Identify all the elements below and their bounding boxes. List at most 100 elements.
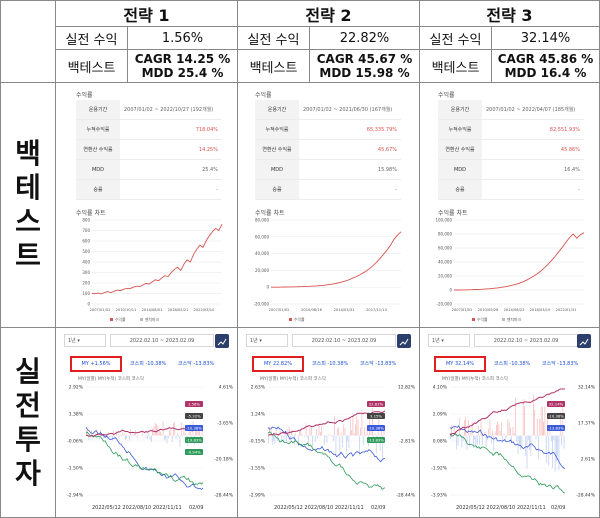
right-axis-label: -3.65%	[217, 421, 234, 427]
daily-return-bar	[320, 432, 321, 436]
daily-return-bar	[475, 435, 477, 448]
cagr-value: CAGR 45.86 %	[497, 52, 594, 66]
daily-return-bar	[140, 435, 142, 437]
backtest-stat-value: -	[578, 186, 580, 193]
live-screenshot-3: 1년 ▾ 2022.02.10 ~ 2023.02.09 MY 32.14% 코스피 …	[424, 331, 597, 515]
kospi-return: 코스피 -10.38%	[494, 361, 531, 367]
daily-return-bar	[318, 424, 320, 436]
period-select[interactable]: 1년 ▾	[246, 334, 288, 347]
backtest-stat-key: MDD	[76, 160, 120, 179]
left-axis-label: -2.94%	[67, 493, 84, 499]
daily-return-bar	[544, 406, 546, 436]
backtest-stat-row: 누적수익률 82,551.93%	[438, 120, 584, 140]
backtest-stat-value: 2007/01/02 ~ 2022/10/27 (192개월)	[124, 107, 214, 113]
daily-return-bar	[548, 435, 550, 466]
daily-return-bar	[529, 435, 530, 451]
daily-return-bar	[281, 435, 282, 442]
daily-return-bar	[494, 431, 496, 436]
left-axis-label: -1.92%	[431, 466, 448, 472]
daily-return-bar	[330, 435, 332, 436]
daily-return-bar	[473, 435, 474, 449]
daily-return-bar	[147, 435, 148, 439]
table-rule	[309, 26, 310, 82]
kosdaq-return: 코스닥 -13.83%	[360, 361, 397, 367]
daily-return-bar	[166, 435, 168, 444]
daily-return-bar	[521, 435, 523, 446]
daily-return-bar	[131, 435, 133, 437]
daily-return-bar	[553, 435, 555, 441]
x-axis-end-label: 02/09	[189, 505, 204, 511]
kosdaq-line	[449, 433, 566, 494]
backtest-stat-row: 연환산 수익률 45.67%	[255, 140, 401, 160]
daily-return-bar	[274, 435, 276, 444]
table-rule	[55, 49, 600, 50]
daily-return-bar	[372, 408, 373, 436]
daily-return-bar	[158, 428, 160, 436]
daily-return-bar	[92, 435, 94, 440]
daily-return-bar	[144, 435, 146, 437]
chart-toggle-button[interactable]	[397, 334, 411, 348]
x-tick-label: 2010/10/11	[116, 308, 137, 312]
daily-return-bar	[513, 433, 515, 436]
daily-return-bar	[299, 430, 300, 436]
daily-return-bar	[522, 399, 524, 436]
daily-return-bar	[110, 435, 112, 438]
legend-swatch	[472, 318, 475, 321]
daily-return-bar	[314, 435, 316, 442]
date-range-field[interactable]: 2022.02.10 ~ 2023.02.09	[110, 334, 214, 347]
daily-return-bar	[479, 435, 481, 445]
date-range-field[interactable]: 2022.02.10 ~ 2023.02.09	[292, 334, 396, 347]
cagr-value: CAGR 14.25 %	[134, 52, 231, 66]
daily-return-bar	[562, 403, 564, 436]
period-select[interactable]: 1년 ▾	[64, 334, 106, 347]
daily-return-bar	[453, 425, 455, 436]
return-series-line	[271, 231, 402, 288]
strategy-header-3: 전략 3	[486, 5, 533, 25]
y-tick-label: 200	[82, 281, 90, 286]
backtest-stat-value: 45.67%	[377, 146, 397, 153]
daily-return-bar	[471, 422, 473, 436]
x-tick-label: 2018/05/21	[168, 308, 189, 312]
legend-label: 수익률	[294, 317, 305, 322]
daily-return-bar	[356, 416, 358, 436]
daily-return-bar	[336, 428, 338, 436]
daily-return-bar	[465, 417, 467, 436]
daily-return-bar	[161, 434, 163, 436]
right-axis-label: 2.61%	[581, 457, 596, 463]
daily-return-bar	[488, 428, 490, 436]
series-end-tag-label: 1.56%	[188, 402, 200, 407]
right-axis-label: -28.44%	[576, 493, 596, 499]
daily-return-bar	[88, 435, 90, 441]
daily-return-bar	[498, 424, 500, 436]
series-end-tag	[185, 413, 203, 419]
series-end-tag	[367, 413, 385, 419]
daily-return-bar	[162, 421, 164, 436]
chart-toggle-button[interactable]	[215, 334, 229, 348]
y-tick-label: 0	[266, 285, 269, 290]
backtest-stat-key: 운용기간	[76, 100, 120, 119]
daily-return-bar	[325, 435, 326, 437]
daily-return-bar	[195, 429, 196, 436]
daily-return-bar	[348, 435, 350, 449]
chart-legend: MY(일별) MY(누적) 코스피 코스닥	[78, 377, 144, 382]
daily-return-bar	[558, 435, 560, 471]
period-select[interactable]: 1년 ▾	[428, 334, 470, 347]
daily-return-bar	[177, 433, 178, 436]
daily-return-bar	[154, 422, 156, 436]
daily-return-bar	[549, 430, 551, 436]
daily-return-bar	[126, 435, 127, 439]
chart-toggle-button[interactable]	[577, 334, 591, 348]
legend-label: 수익률	[477, 317, 488, 322]
daily-return-bar	[490, 435, 492, 444]
daily-return-bar	[326, 435, 328, 443]
y-tick-label: -20,000	[254, 302, 270, 307]
daily-return-bar	[545, 435, 547, 463]
backtest-stat-row: 승률 -	[255, 180, 401, 200]
daily-return-bar	[284, 431, 286, 436]
daily-return-bar	[359, 435, 360, 456]
daily-return-bar	[308, 435, 309, 446]
backtest-stat-value: 65,335.79%	[366, 126, 397, 133]
series-end-tag	[367, 401, 385, 407]
my-return-badge: MY +1.56%	[70, 356, 122, 372]
daily-return-bar	[474, 435, 475, 440]
